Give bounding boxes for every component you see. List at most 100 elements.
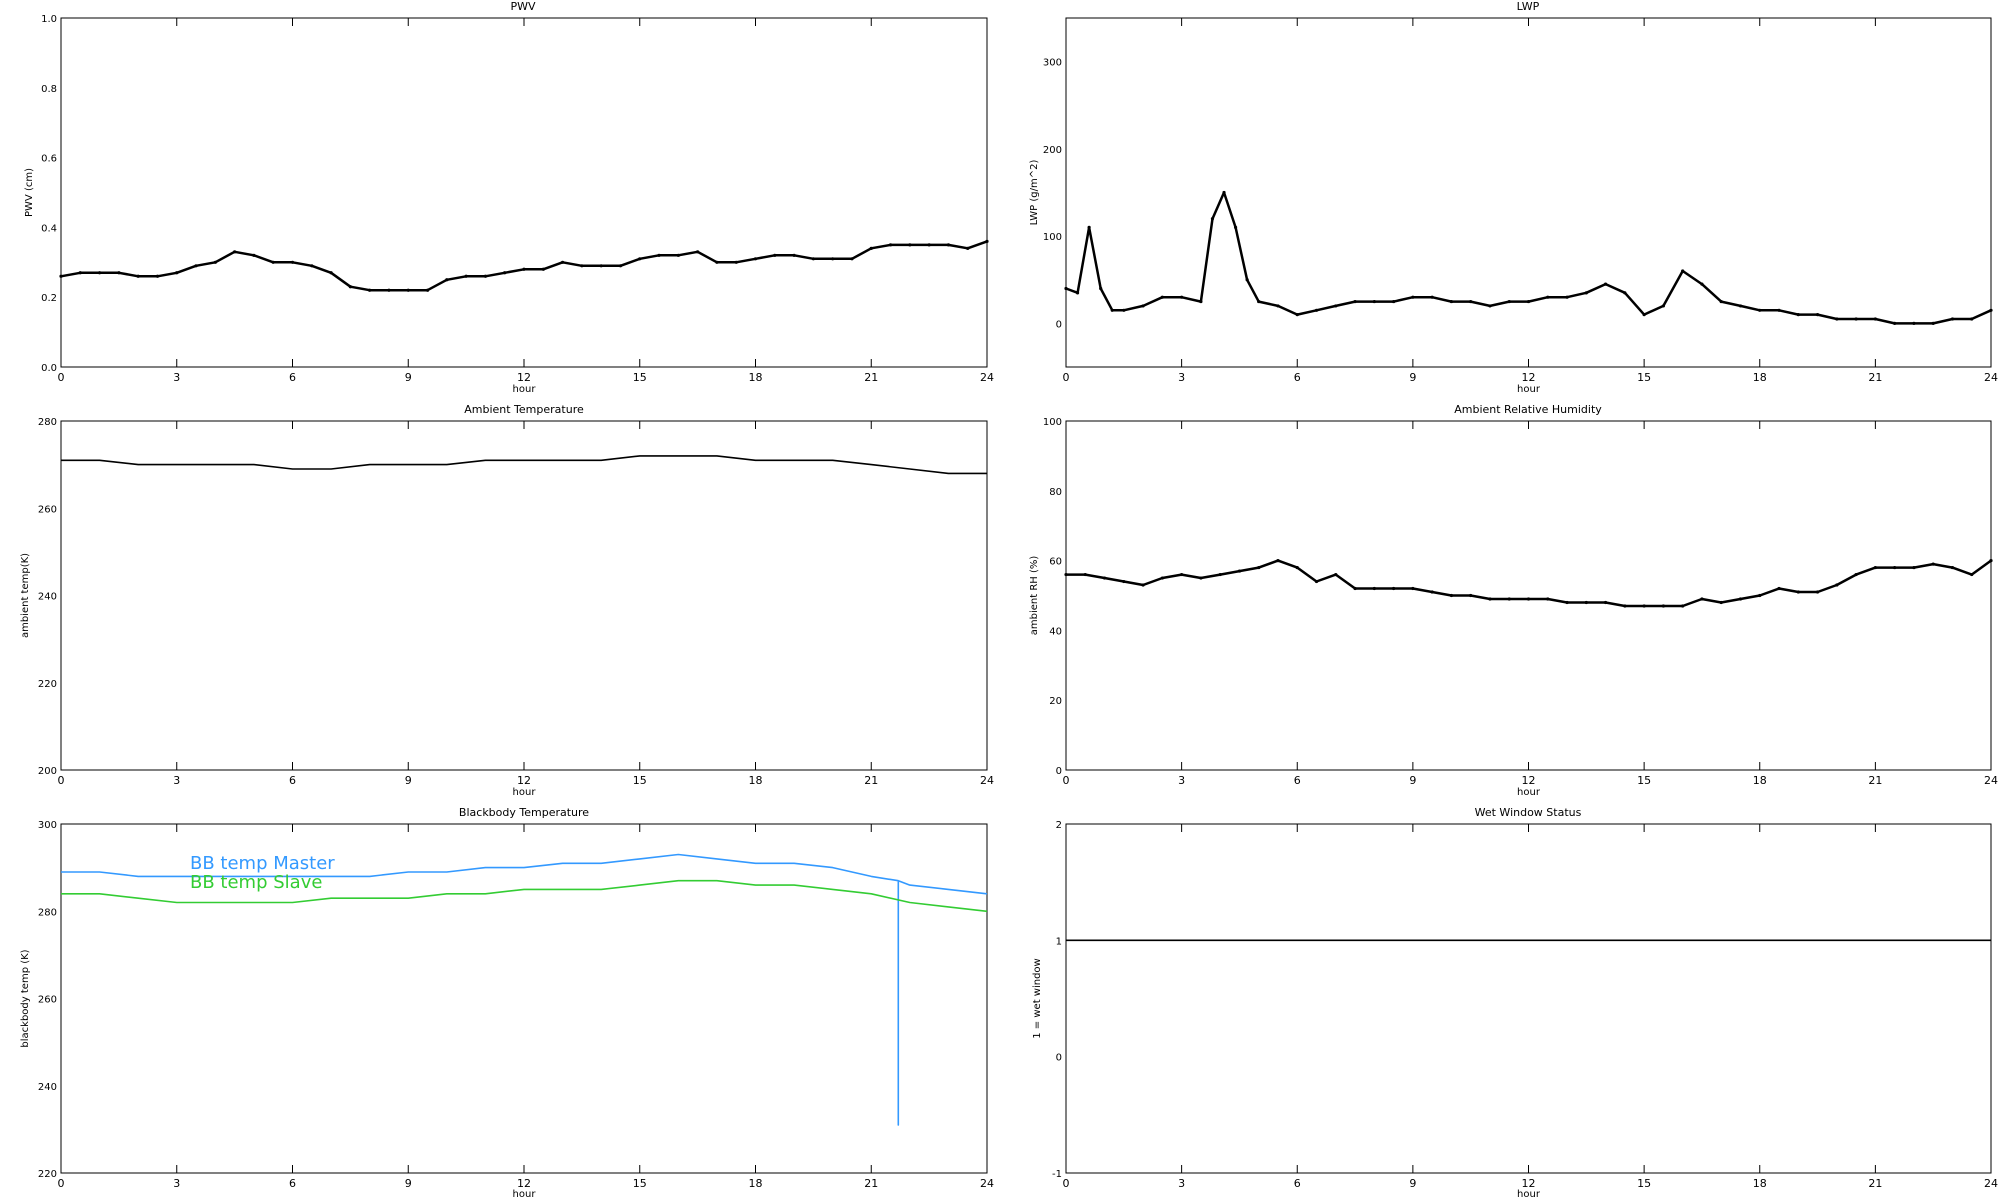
y-tick-label: 1.0: [41, 14, 57, 25]
y-tick-label: 220: [38, 1169, 57, 1180]
panel-ambient-relative-humidity: Ambient Relative Humidity 0 3 6 9 12 15 …: [1029, 403, 1998, 798]
data-point: [155, 274, 160, 278]
data-point: [1950, 317, 1955, 321]
data-point: [1488, 304, 1492, 308]
x-tick-label: 6: [289, 371, 296, 384]
data-point: [985, 239, 989, 243]
y-axis-label: 1 = wet window: [1032, 958, 1043, 1038]
y-tick-label: 280: [38, 907, 57, 918]
data-point: [1854, 572, 1858, 577]
y-tick-label: 0.2: [41, 293, 57, 304]
y-tick-label: 280: [38, 417, 57, 428]
data-point: [1777, 308, 1781, 312]
data-point: [233, 250, 237, 254]
x-tick-label: 6: [1294, 371, 1301, 384]
data-point: [1584, 600, 1588, 605]
data-point: [1353, 299, 1357, 304]
data-point: [1989, 559, 1993, 563]
x-tick-label: 24: [1984, 774, 1998, 787]
x-tick-label: 15: [1637, 774, 1651, 787]
panel-title: LWP: [1517, 0, 1540, 13]
data-point: [406, 288, 410, 292]
data-point: [1372, 586, 1376, 591]
data-point: [175, 271, 179, 275]
data-point: [1180, 295, 1184, 299]
data-point: [1160, 295, 1164, 299]
panel-blackbody-temperature: Blackbody Temperature 0 3 6 9 12 15 18 2…: [20, 806, 994, 1200]
x-tick-label: 12: [517, 371, 531, 384]
data-point: [1758, 308, 1762, 312]
data-point: [1334, 304, 1338, 308]
x-tick-labels: 0 3 6 9 12 15 18 21 24: [58, 774, 995, 787]
x-tick-label: 6: [1294, 774, 1301, 787]
y-tick-label: 240: [38, 1082, 57, 1093]
y-tick-labels: 0.0 0.2 0.4 0.6 0.8 1.0: [41, 14, 57, 374]
x-tick-label: 15: [633, 774, 647, 787]
data-point: [1392, 299, 1396, 304]
x-tick-label: 24: [1984, 1177, 1998, 1190]
data-point: [560, 260, 565, 264]
data-point: [1075, 291, 1080, 295]
y-tick-label: 0: [1056, 1053, 1062, 1064]
y-tick-label: 300: [1043, 58, 1062, 69]
data-point: [696, 250, 700, 254]
data-point: [1257, 299, 1261, 304]
data-point: [1199, 299, 1203, 304]
x-tick-label: 3: [1178, 1177, 1185, 1190]
y-tick-label: -1: [1052, 1169, 1062, 1180]
y-axis-label: ambient temp(K): [20, 553, 31, 638]
y-tick-label: 260: [38, 504, 57, 515]
panel-pwv: PWV 0 3 6 9 12 15 18 21 24 hour 0.0 0.2 …: [24, 0, 994, 395]
data-point: [1681, 269, 1685, 273]
y-tick-label: 60: [1049, 557, 1062, 568]
data-point: [734, 260, 738, 264]
x-axis-label: hour: [513, 384, 537, 395]
y-tick-labels: 0 100 200 300: [1043, 58, 1062, 331]
x-tick-label: 3: [173, 774, 180, 787]
x-tick-label: 18: [1753, 1177, 1767, 1190]
plot-frame: [1065, 420, 1992, 771]
series-line-0: [1065, 191, 1992, 325]
data-point: [1623, 604, 1627, 608]
data-point: [1738, 597, 1743, 601]
data-point: [1507, 299, 1511, 304]
data-point: [1222, 190, 1226, 195]
data-point: [503, 271, 507, 275]
data-point: [1565, 600, 1569, 605]
data-point: [966, 246, 970, 250]
data-point: [1430, 590, 1434, 594]
data-point: [1411, 586, 1415, 591]
x-tick-label: 0: [1063, 371, 1070, 384]
x-tick-label: 9: [405, 774, 412, 787]
x-tick-label: 12: [1522, 774, 1536, 787]
x-tick-label: 21: [864, 371, 878, 384]
data-point: [1661, 604, 1665, 608]
data-point: [97, 271, 102, 275]
data-point: [811, 257, 815, 261]
x-tick-label: 3: [1178, 371, 1185, 384]
data-point: [1372, 299, 1376, 304]
data-point: [1141, 304, 1145, 308]
data-point: [1449, 593, 1454, 598]
x-tick-label: 24: [980, 774, 994, 787]
data-point: [78, 271, 82, 275]
x-tick-label: 18: [1753, 371, 1767, 384]
data-point: [1110, 308, 1114, 312]
data-point: [1603, 282, 1608, 286]
x-tick-label: 12: [517, 1177, 531, 1190]
data-point: [1546, 295, 1550, 299]
y-tick-label: 20: [1049, 696, 1062, 707]
y-tick-label: 0.6: [41, 154, 57, 165]
y-tick-label: 100: [1043, 417, 1062, 428]
data-point: [1873, 317, 1877, 321]
data-point: [59, 274, 63, 278]
x-tick-label: 9: [1409, 1177, 1416, 1190]
plot-frame: [1065, 823, 1992, 1174]
x-tick-label: 6: [289, 774, 296, 787]
data-point: [1623, 291, 1627, 295]
data-point: [1411, 295, 1415, 299]
data-point: [1950, 565, 1955, 570]
plot-frame: [60, 420, 988, 771]
y-tick-label: 0: [1056, 766, 1062, 777]
data-point: [1738, 304, 1743, 308]
